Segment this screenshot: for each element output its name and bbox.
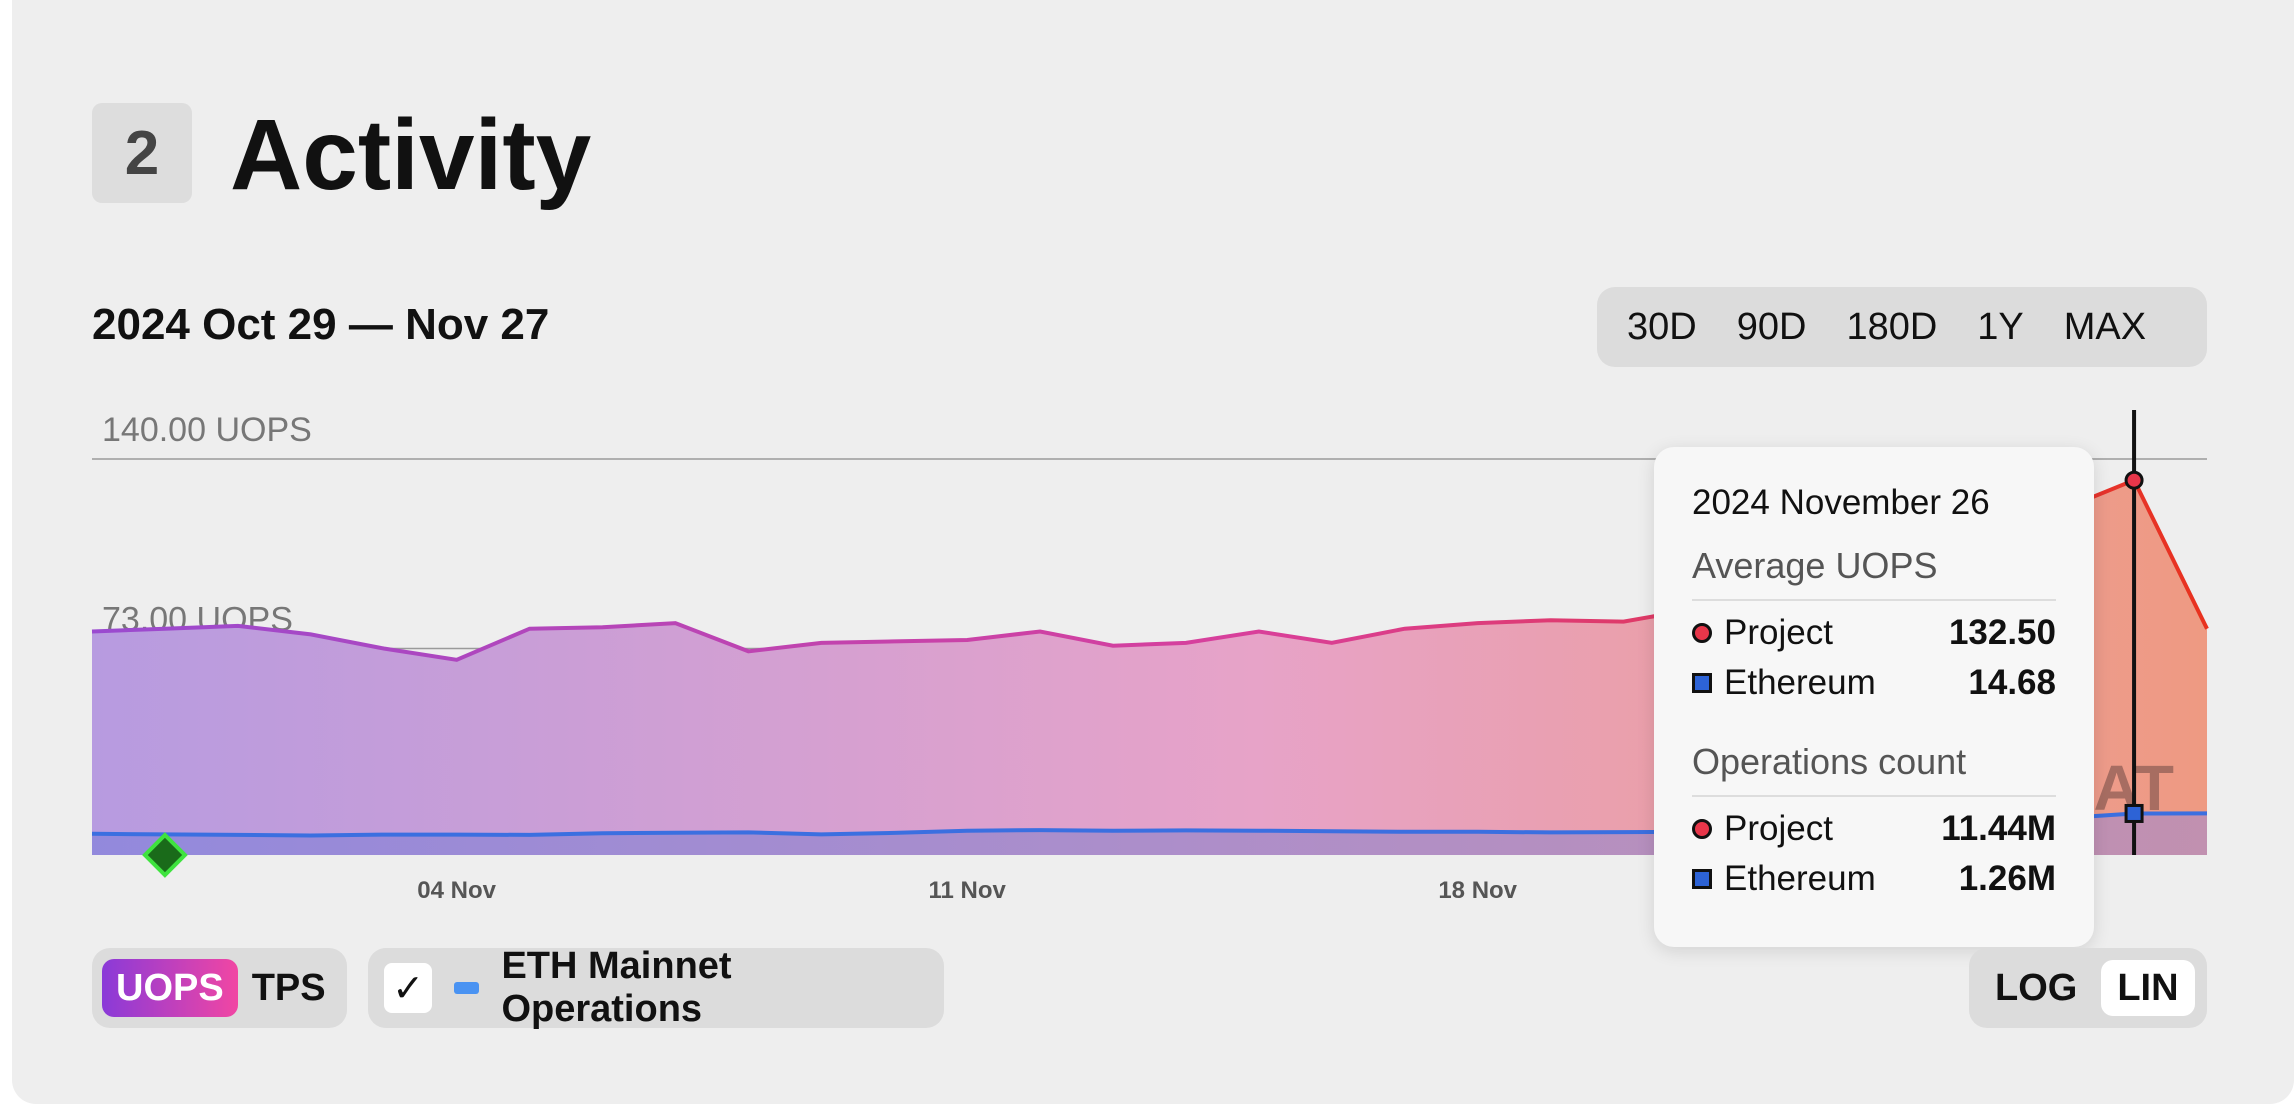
tooltip-row-label: Project: [1724, 809, 1833, 848]
eth-legend-swatch: [454, 982, 480, 994]
tooltip-row-value: 11.44M: [1941, 809, 2056, 848]
eth-mainnet-toggle[interactable]: ✓ ETH Mainnet Operations: [368, 945, 944, 1030]
tooltip-row-value: 14.68: [1968, 663, 2056, 702]
hover-project-point: [2124, 470, 2144, 490]
eth-mainnet-checkbox[interactable]: ✓: [384, 963, 433, 1013]
tooltip-row-value: 132.50: [1948, 613, 2056, 652]
tooltip-row-label: Ethereum: [1724, 859, 1876, 898]
log-scale-option[interactable]: LOG: [1995, 966, 2078, 1009]
tooltip-row: Ethereum 14.68: [1692, 663, 2056, 702]
tooltip-row-value: 1.26M: [1958, 859, 2056, 898]
project-dot-icon: [1692, 623, 1712, 643]
tooltip-row: Project 132.50: [1692, 613, 2056, 652]
event-marker-diamond[interactable]: [142, 832, 188, 878]
scale-toggle: LOG LIN: [1969, 948, 2207, 1028]
tooltip-count-header: Operations count: [1692, 741, 2056, 797]
uops-option[interactable]: UOPS: [102, 959, 238, 1017]
timeframe-90d-button[interactable]: 90D: [1736, 305, 1807, 348]
tooltip-avg-header: Average UOPS: [1692, 545, 2056, 601]
hover-ethereum-point: [2124, 803, 2144, 823]
tooltip-row-label: Ethereum: [1724, 663, 1876, 702]
tooltip-date: 2024 November 26: [1692, 483, 1990, 522]
y-tick-label: 140.00 UOPS: [102, 411, 312, 449]
tooltip-row-label: Project: [1724, 613, 1833, 652]
ethereum-square-icon: [1692, 869, 1712, 889]
tooltip-row: Ethereum 1.26M: [1692, 859, 2056, 898]
tooltip-row: Project 11.44M: [1692, 809, 2056, 848]
timeframe-selector: 30D 90D 180D 1Y MAX: [1597, 287, 2207, 367]
x-tick-label: 18 Nov: [1438, 877, 1517, 904]
project-dot-icon: [1692, 819, 1712, 839]
lin-scale-option[interactable]: LIN: [2101, 960, 2195, 1016]
chart-tooltip: 2024 November 26 Average UOPS Project 13…: [1654, 447, 2094, 947]
timeframe-1y-button[interactable]: 1Y: [1977, 305, 2024, 348]
timeframe-max-button[interactable]: MAX: [2063, 305, 2147, 348]
metric-toggle: UOPS TPS: [92, 948, 347, 1028]
section-number-badge: 2: [92, 103, 192, 203]
x-tick-label: 04 Nov: [417, 877, 496, 904]
eth-mainnet-label: ETH Mainnet Operations: [501, 945, 732, 1030]
timeframe-180d-button[interactable]: 180D: [1846, 305, 1938, 348]
date-range: 2024 Oct 29 — Nov 27: [92, 300, 550, 349]
section-title: Activity: [230, 99, 592, 211]
ethereum-square-icon: [1692, 673, 1712, 693]
x-tick-label: 11 Nov: [928, 877, 1006, 904]
tps-option[interactable]: TPS: [251, 966, 326, 1009]
timeframe-30d-button[interactable]: 30D: [1627, 305, 1697, 348]
